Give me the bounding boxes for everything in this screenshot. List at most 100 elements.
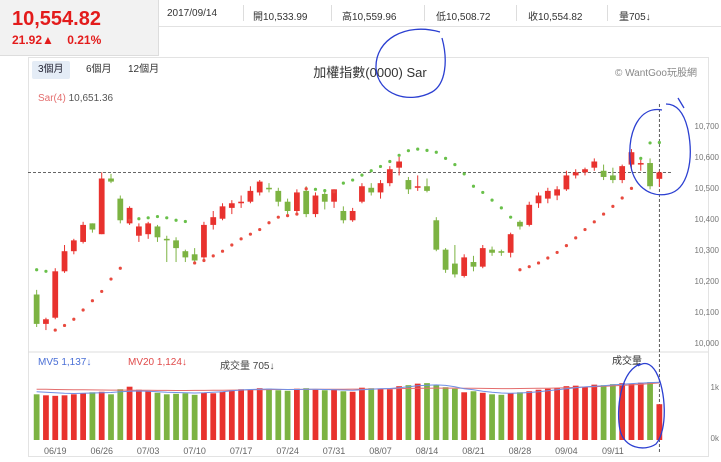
volume-bar <box>424 383 430 440</box>
candle-body <box>563 175 570 190</box>
candle-body <box>61 251 68 272</box>
candle-body <box>43 319 49 324</box>
volume-bar <box>526 391 533 440</box>
candle-body <box>442 249 449 270</box>
sar-dot <box>332 190 336 194</box>
sar-dot <box>155 214 160 219</box>
tab-6-months[interactable]: 6個月 <box>86 64 112 75</box>
date-axis-tick: 08/28 <box>508 446 532 456</box>
volume-bar <box>126 386 133 440</box>
info-open: 開10,533.99 <box>253 12 308 23</box>
candle-body <box>368 187 375 193</box>
price-axis-tick: 10,100 <box>694 308 719 318</box>
sar-dot <box>518 268 522 272</box>
candle-body <box>136 226 142 236</box>
quote-box: 10,554.82 21.92▲ 0.21% <box>0 0 159 56</box>
candle-body <box>210 217 217 225</box>
candle-body <box>405 180 412 190</box>
sar-dot <box>118 266 122 270</box>
volume-bar <box>52 395 59 440</box>
volume-bar <box>247 389 254 440</box>
sar-dot <box>220 249 225 253</box>
candle-body <box>284 201 291 211</box>
volume-axis-label: 成交量 <box>612 356 642 367</box>
volume-legend: 成交量 705↓ <box>220 361 275 372</box>
sar-dot <box>369 169 373 173</box>
volume-bar <box>210 393 217 440</box>
volume-bar <box>80 393 86 440</box>
sar-dot <box>648 141 652 145</box>
sar-dot <box>425 148 429 152</box>
candle-body <box>414 186 421 188</box>
volume-bar <box>479 392 486 440</box>
sar-dot <box>72 317 76 321</box>
sar-dot <box>211 254 215 258</box>
volume-bar <box>70 394 77 440</box>
volume-bar <box>452 388 458 440</box>
price-axis-tick: 10,200 <box>694 277 719 287</box>
candle-body <box>610 175 616 181</box>
volume-bar <box>582 386 588 440</box>
candle-body <box>656 172 663 179</box>
candle-body <box>256 181 263 193</box>
date-axis-tick: 07/03 <box>136 446 160 456</box>
sar-dot <box>546 256 550 260</box>
mv20-legend: MV20 1,124↓ <box>128 357 187 368</box>
volume-bar <box>461 392 468 440</box>
volume-bar <box>256 388 263 440</box>
candle-body <box>312 195 319 215</box>
sar-dot <box>388 159 392 164</box>
sar-dot <box>100 289 104 294</box>
date-axis-tick: 08/14 <box>415 446 439 456</box>
change-value: 21.92▲ <box>12 33 54 47</box>
volume-bar <box>396 386 402 440</box>
sar-dot <box>629 186 634 191</box>
candle-body <box>359 186 365 202</box>
volume-axis-tick: 1k <box>710 383 719 393</box>
volume-bar <box>303 388 310 440</box>
volume-bar <box>386 389 393 440</box>
candle-body <box>173 240 179 249</box>
sar-dot <box>239 237 243 241</box>
tab-12-months[interactable]: 12個月 <box>128 64 160 75</box>
candle-body <box>201 224 207 258</box>
sar-dot <box>601 212 606 216</box>
sar-dot <box>267 221 271 225</box>
sar-dot <box>183 219 187 224</box>
candle-body <box>340 210 347 221</box>
date-axis-tick: 06/26 <box>90 446 113 456</box>
sar-dot <box>109 277 113 281</box>
date-axis-tick: 07/31 <box>322 446 346 456</box>
tab-3-months[interactable]: 3個月 <box>32 61 70 79</box>
divider <box>516 5 517 21</box>
volume-bar <box>108 394 114 440</box>
candle-body <box>228 203 235 208</box>
date-axis-tick: 08/07 <box>369 446 392 456</box>
candle-body <box>294 192 300 211</box>
chart-panel <box>28 57 709 457</box>
volume-bar <box>563 386 570 440</box>
sar-dot <box>44 269 48 273</box>
volume-bar <box>498 394 505 440</box>
annotation-circle <box>617 362 665 449</box>
info-close: 收10,554.82 <box>528 12 583 23</box>
volume-bar <box>331 389 337 440</box>
sar-dot <box>202 258 206 263</box>
volume-axis-tick: 0k <box>710 434 719 443</box>
date-axis-tick: 06/19 <box>43 446 67 456</box>
candle-body <box>582 169 588 173</box>
volume-bar <box>61 395 68 440</box>
volume-bar <box>173 393 179 440</box>
candle-body <box>396 161 402 168</box>
candle-body <box>619 166 626 181</box>
sar-dot <box>536 261 541 265</box>
price-axis-tick: 10,400 <box>694 215 719 225</box>
sar-dot <box>295 212 299 216</box>
volume-bar <box>340 391 347 440</box>
candle-body <box>331 189 337 202</box>
candle-body <box>386 169 393 184</box>
volume-bar <box>294 388 300 440</box>
sar-legend-value: 10,651.36 <box>68 93 114 104</box>
sar-dot <box>248 232 253 236</box>
